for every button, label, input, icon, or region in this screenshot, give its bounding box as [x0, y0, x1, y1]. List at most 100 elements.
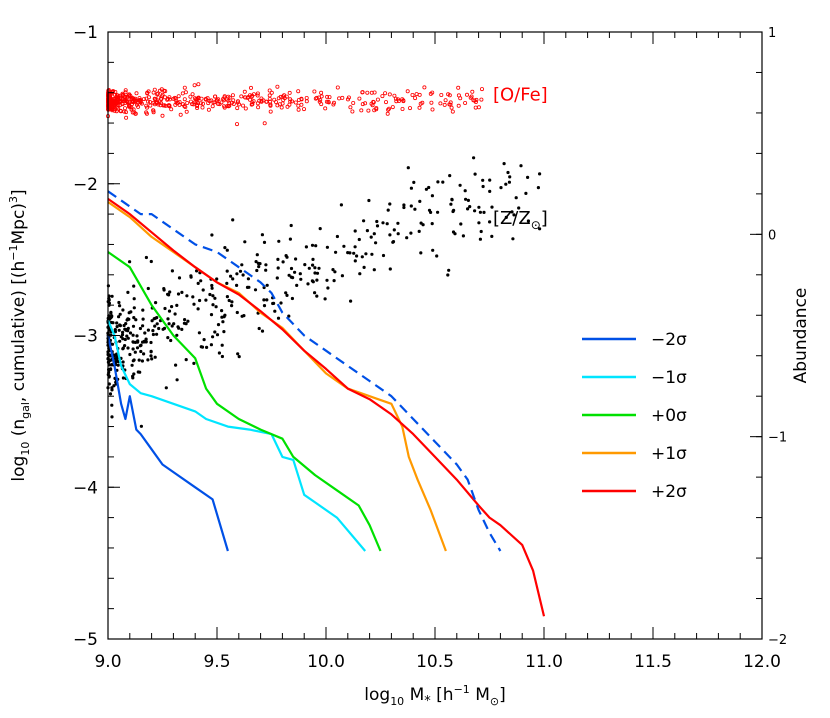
zz-point [230, 304, 234, 308]
zz-point [313, 271, 317, 275]
ofe-point [134, 102, 139, 107]
ofe-point [387, 92, 392, 97]
legend-label: +1σ [651, 444, 687, 464]
ofe-point [210, 104, 215, 109]
zz-point [279, 301, 283, 305]
ofe-point [304, 96, 309, 101]
zz-point [135, 346, 140, 350]
zz-point [117, 300, 121, 305]
zz-point [508, 175, 512, 179]
zz-point [524, 191, 528, 195]
zz-point [138, 326, 142, 331]
zz-point [325, 278, 329, 282]
ofe-point [326, 100, 331, 105]
zz-point [227, 298, 231, 303]
ofe-point [144, 103, 149, 108]
zz-point [149, 354, 153, 358]
zz-point [139, 424, 143, 428]
ofe-point [351, 101, 356, 106]
ofe-point [154, 100, 159, 105]
zz-point [288, 237, 292, 241]
zz-point [110, 415, 114, 419]
ofe-point [112, 108, 117, 113]
zz-point [237, 355, 241, 359]
zz-point [167, 322, 171, 326]
ofe-point [129, 99, 134, 104]
zz-point [315, 278, 319, 282]
zz-point [236, 352, 240, 356]
zz-point [289, 275, 293, 279]
zz-point [477, 205, 481, 209]
ofe-point [428, 91, 433, 96]
zz-point [157, 326, 161, 331]
ofe-point [269, 90, 274, 95]
zz-point [210, 286, 214, 290]
zz-point [262, 240, 267, 244]
ofe-point [380, 94, 385, 99]
zz-point [132, 297, 136, 301]
ofe-point [178, 112, 183, 117]
zz-point [154, 301, 158, 305]
ofe-point [346, 95, 351, 100]
zz-point [482, 210, 486, 214]
zz-point [189, 275, 193, 279]
ofe-point [200, 101, 205, 106]
ofe-point [279, 105, 284, 110]
zz-point [413, 207, 417, 211]
zz-point [139, 349, 143, 354]
ofe-point [293, 100, 298, 105]
zz-point [311, 257, 315, 261]
zz-point [304, 245, 308, 249]
y2-tick-label: −2 [768, 633, 787, 648]
zz-point [357, 237, 361, 242]
ofe-point [447, 102, 452, 107]
zz-point [315, 271, 320, 275]
zz-point [409, 186, 413, 190]
zz-point [293, 270, 297, 274]
zz-point [461, 234, 465, 238]
zz-point [132, 316, 136, 320]
ofe-point [109, 100, 114, 105]
ofe-point [160, 113, 165, 118]
dashed-series-line [107, 190, 502, 552]
zz-point [318, 227, 322, 231]
zz-point [132, 306, 136, 310]
zz-point [262, 304, 267, 308]
ofe-point [299, 102, 304, 107]
x-axis-title: log10 M* [h−1 M⊙] [364, 683, 505, 709]
zz-point [519, 164, 523, 168]
zz-point [332, 279, 336, 283]
zz-point [255, 253, 259, 257]
zz-point [388, 267, 392, 271]
ofe-point [248, 85, 253, 90]
zz-point [123, 337, 127, 342]
ofe-point [365, 90, 370, 95]
ofe-point [127, 104, 132, 109]
ofe-point [124, 99, 129, 104]
zz-point [230, 300, 234, 304]
ofe-point [155, 91, 160, 96]
series-line [107, 201, 447, 552]
ofe-point [335, 85, 340, 90]
zz-point [128, 352, 132, 357]
zz-point [167, 293, 171, 297]
ofe-point [267, 88, 272, 93]
zz-point [205, 345, 209, 349]
ofe-point [407, 106, 412, 111]
zz-point [517, 206, 521, 210]
zz-point [287, 314, 291, 318]
ofe-point [414, 92, 419, 97]
zz-point [409, 204, 413, 208]
zz-point [478, 237, 482, 241]
zz-point [117, 315, 121, 319]
zz-point [273, 309, 277, 313]
ofe-point [185, 101, 190, 106]
zz-point [131, 374, 135, 378]
zz-point [170, 269, 174, 273]
ofe-point [144, 111, 149, 116]
zz-annotation: [Z/Z⊙] [493, 208, 548, 232]
zz-point [231, 218, 235, 222]
zz-point [168, 290, 172, 294]
ofe-point [167, 97, 172, 102]
